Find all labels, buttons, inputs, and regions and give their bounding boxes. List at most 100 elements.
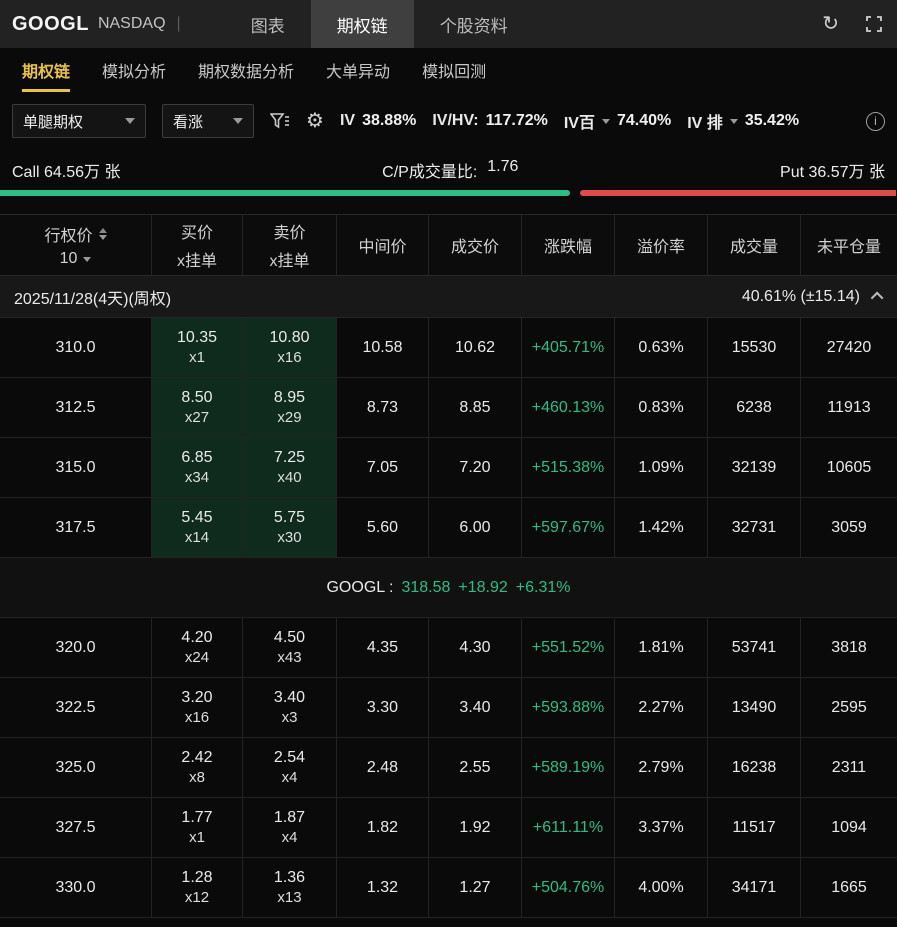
symbol-area: GOOGL NASDAQ | bbox=[12, 0, 181, 48]
tab-chart-label: 图表 bbox=[250, 16, 285, 36]
subnav-options-chain-label: 期权链 bbox=[22, 64, 71, 81]
col-header-strike[interactable]: 行权价 10 bbox=[0, 215, 152, 275]
open-interest-cell: 10605 bbox=[826, 458, 872, 476]
strike-header-label: 行权价 bbox=[44, 228, 93, 245]
bid-cell[interactable]: 6.85 x34 bbox=[152, 438, 243, 497]
open-interest-cell: 2311 bbox=[831, 758, 867, 776]
ask-cell[interactable]: 2.54 x4 bbox=[243, 738, 337, 797]
call-volume-label: Call 64.56万 张 bbox=[12, 164, 121, 181]
subnav-options-data-analysis[interactable]: 期权数据分析 bbox=[182, 48, 310, 92]
last-price-cell: 3.40 bbox=[429, 678, 522, 737]
last-price-cell: 8.85 bbox=[429, 378, 522, 437]
tab-chart[interactable]: 图表 bbox=[225, 0, 311, 48]
option-row[interactable]: 310.0 10.35 x1 10.80 x16 10.58 10.62 +40… bbox=[0, 318, 897, 378]
refresh-icon[interactable]: ↻ bbox=[822, 13, 839, 35]
open-interest-cell: 3059 bbox=[831, 518, 867, 536]
ivhv-label: IV/HV: bbox=[432, 112, 479, 129]
sub-nav: 期权链 模拟分析 期权数据分析 大单异动 模拟回测 bbox=[0, 48, 897, 92]
ask-cell[interactable]: 7.25 x40 bbox=[243, 438, 337, 497]
last-price-cell: 4.30 bbox=[429, 618, 522, 677]
option-row[interactable]: 330.0 1.28 x12 1.36 x13 1.32 1.27 +504.7… bbox=[0, 858, 897, 918]
ask-cell[interactable]: 3.40 x3 bbox=[243, 678, 337, 737]
ask-cell[interactable]: 10.80 x16 bbox=[243, 318, 337, 377]
expiry-group-row[interactable]: 2025/11/28(4天)(周权) 40.61% (±15.14) bbox=[0, 276, 897, 318]
tab-options-chain-label: 期权链 bbox=[336, 16, 388, 36]
option-row[interactable]: 325.0 2.42 x8 2.54 x4 2.48 2.55 +589.19%… bbox=[0, 738, 897, 798]
option-row[interactable]: 327.5 1.77 x1 1.87 x4 1.82 1.92 +611.11%… bbox=[0, 798, 897, 858]
ivhv-stat: IV/HV: 117.72% bbox=[432, 112, 548, 130]
change-pct-cell: +551.52% bbox=[522, 618, 615, 677]
mid-price-cell: 8.73 bbox=[337, 378, 429, 437]
last-price-cell: 2.55 bbox=[429, 738, 522, 797]
mid-price-cell: 4.35 bbox=[337, 618, 429, 677]
change-pct-cell: +515.38% bbox=[522, 438, 615, 497]
info-icon[interactable]: i bbox=[866, 111, 885, 131]
expiry-iv-value: 40.61% (±15.14) bbox=[741, 287, 860, 305]
iv-percentile-stat[interactable]: IV百 74.40% bbox=[564, 109, 671, 133]
ask-cell[interactable]: 8.95 x29 bbox=[243, 378, 337, 437]
last-price-cell: 7.20 bbox=[429, 438, 522, 497]
chevron-down-icon bbox=[125, 118, 135, 124]
change-pct-cell: +504.76% bbox=[522, 858, 615, 917]
volume-cell: 15530 bbox=[708, 318, 801, 377]
volume-cell: 32731 bbox=[708, 498, 801, 557]
change-pct-cell: +593.88% bbox=[522, 678, 615, 737]
option-row[interactable]: 322.5 3.20 x16 3.40 x3 3.30 3.40 +593.88… bbox=[0, 678, 897, 738]
ask-cell[interactable]: 1.87 x4 bbox=[243, 798, 337, 857]
direction-dropdown[interactable]: 看涨 bbox=[162, 104, 254, 138]
subnav-backtest[interactable]: 模拟回测 bbox=[406, 48, 502, 92]
premium-rate-cell: 1.09% bbox=[615, 438, 708, 497]
volume-cell: 16238 bbox=[708, 738, 801, 797]
bid-cell[interactable]: 10.35 x1 bbox=[152, 318, 243, 377]
top-bar: GOOGL NASDAQ | 图表 期权链 个股资料 ↻ bbox=[0, 0, 897, 48]
volume-cell: 34171 bbox=[708, 858, 801, 917]
bid-cell[interactable]: 8.50 x27 bbox=[152, 378, 243, 437]
col-header-ask: 卖价 x挂单 bbox=[243, 215, 337, 275]
fullscreen-icon[interactable] bbox=[865, 15, 883, 33]
stock-symbol: GOOGL bbox=[12, 12, 89, 35]
subnav-backtest-label: 模拟回测 bbox=[422, 64, 487, 81]
subnav-sim-analysis[interactable]: 模拟分析 bbox=[86, 48, 182, 92]
chevron-up-icon[interactable] bbox=[870, 291, 884, 305]
strategy-dropdown[interactable]: 单腿期权 bbox=[12, 104, 146, 138]
ask-cell[interactable]: 4.50 x43 bbox=[243, 618, 337, 677]
gear-icon[interactable]: ⚙ bbox=[306, 110, 324, 132]
option-row[interactable]: 312.5 8.50 x27 8.95 x29 8.73 8.85 +460.1… bbox=[0, 378, 897, 438]
bid-cell[interactable]: 5.45 x14 bbox=[152, 498, 243, 557]
sort-icon[interactable] bbox=[98, 228, 107, 240]
bid-cell[interactable]: 1.28 x12 bbox=[152, 858, 243, 917]
option-row[interactable]: 315.0 6.85 x34 7.25 x40 7.05 7.20 +515.3… bbox=[0, 438, 897, 498]
subnav-big-orders[interactable]: 大单异动 bbox=[310, 48, 406, 92]
subnav-options-chain[interactable]: 期权链 bbox=[6, 48, 86, 92]
open-interest-cell: 11913 bbox=[827, 398, 871, 416]
option-row[interactable]: 317.5 5.45 x14 5.75 x30 5.60 6.00 +597.6… bbox=[0, 498, 897, 558]
option-row[interactable]: 320.0 4.20 x24 4.50 x43 4.35 4.30 +551.5… bbox=[0, 618, 897, 678]
strike-cell: 315.0 bbox=[0, 438, 152, 497]
premium-rate-cell: 2.79% bbox=[615, 738, 708, 797]
call-put-row: Call 64.56万 张 C/P成交量比: 1.76 Put 36.57万 张 bbox=[0, 150, 897, 190]
mid-price-cell: 1.82 bbox=[337, 798, 429, 857]
strike-cell: 327.5 bbox=[0, 798, 152, 857]
bid-cell[interactable]: 3.20 x16 bbox=[152, 678, 243, 737]
subnav-big-orders-label: 大单异动 bbox=[326, 64, 391, 81]
col-header-premium-label: 溢价率 bbox=[636, 239, 685, 256]
exchange-label: NASDAQ bbox=[97, 15, 166, 32]
iv-rank-stat[interactable]: IV 排 35.42% bbox=[687, 109, 799, 133]
put-volume-label: Put 36.57万 张 bbox=[780, 164, 885, 181]
tab-options-chain[interactable]: 期权链 bbox=[310, 0, 414, 48]
bid-cell[interactable]: 4.20 x24 bbox=[152, 618, 243, 677]
filter-icon[interactable] bbox=[270, 112, 290, 130]
tab-stock-info[interactable]: 个股资料 bbox=[414, 0, 534, 48]
strike-cell: 310.0 bbox=[0, 318, 152, 377]
bid-cell[interactable]: 2.42 x8 bbox=[152, 738, 243, 797]
bid-cell[interactable]: 1.77 x1 bbox=[152, 798, 243, 857]
last-price-cell: 10.62 bbox=[429, 318, 522, 377]
subnav-options-data-analysis-label: 期权数据分析 bbox=[198, 64, 295, 81]
col-header-mid-label: 中间价 bbox=[358, 239, 407, 256]
mid-price-cell: 10.58 bbox=[337, 318, 429, 377]
col-header-premium: 溢价率 bbox=[615, 215, 708, 275]
volume-cell: 32139 bbox=[708, 438, 801, 497]
ask-cell[interactable]: 5.75 x30 bbox=[243, 498, 337, 557]
ask-cell[interactable]: 1.36 x13 bbox=[243, 858, 337, 917]
change-pct-cell: +597.67% bbox=[522, 498, 615, 557]
